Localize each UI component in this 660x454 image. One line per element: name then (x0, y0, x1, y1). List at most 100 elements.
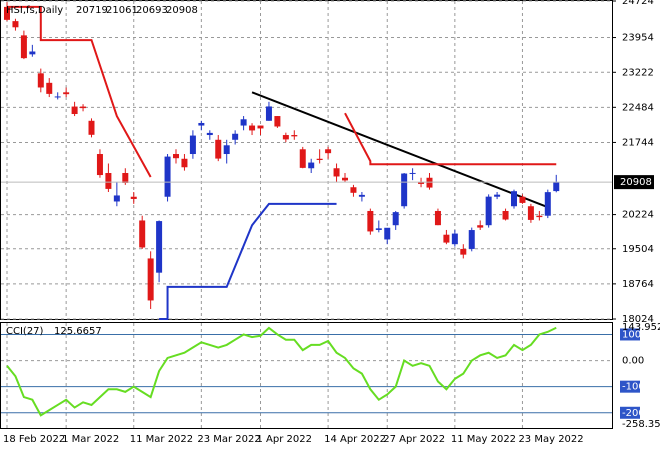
candle-body (181, 158, 188, 168)
x-tick-label: 11 Mar 2022 (130, 434, 193, 445)
x-tick-label: 11 May 2022 (451, 434, 516, 445)
candle-body (257, 125, 264, 129)
candle-body (409, 172, 416, 174)
candle-body (325, 149, 332, 154)
candle-body (198, 122, 205, 126)
y-tick-label: 23954 (622, 33, 654, 44)
price-label: 20908 (620, 177, 652, 188)
candle-body (333, 168, 340, 177)
candle-body (350, 187, 357, 193)
candle-body (265, 106, 272, 121)
x-tick-label: 18 Feb 2022 (3, 434, 65, 445)
candle-body (342, 177, 348, 181)
candle-body (130, 196, 137, 199)
candle-body (502, 210, 509, 220)
candle-body (282, 135, 289, 140)
candle-body (468, 230, 475, 249)
y-tick-label: 22484 (622, 102, 654, 113)
y-tick-label: 21744 (622, 137, 654, 148)
header: HSI,fs,Daily 20719 21061 20693 20908 CCI… (6, 5, 198, 337)
candle-body (392, 212, 399, 226)
candle-body (249, 125, 256, 131)
candle-body (384, 227, 391, 240)
candle-body (147, 258, 154, 301)
candle-body (527, 206, 534, 220)
overlay-line (251, 91, 549, 209)
level-box (620, 328, 640, 341)
candle-body (299, 149, 306, 168)
y-tick-label: 100 (622, 329, 641, 340)
y-tick-label: 18764 (622, 279, 654, 290)
candle-body (485, 196, 492, 226)
x-tick-label: 1 Apr 2022 (257, 434, 312, 445)
candle-body (122, 173, 129, 183)
price-box (614, 175, 654, 190)
candle-body (37, 73, 44, 88)
level-box (620, 406, 640, 419)
candle-body (240, 119, 247, 126)
candle-body (426, 177, 433, 188)
x-tick-label: 14 Apr 2022 (324, 434, 386, 445)
candle-body (367, 210, 374, 232)
candle-body (443, 234, 450, 243)
candle-body (291, 135, 298, 137)
candle-body (113, 195, 120, 202)
close: 20908 (166, 5, 198, 16)
candle-body (215, 139, 222, 159)
candle-body (29, 51, 36, 55)
candle-body (12, 21, 19, 28)
cci-line (6, 326, 557, 417)
candle-body (156, 221, 163, 273)
y-tick-label: 19504 (622, 244, 654, 255)
candle-body (477, 225, 484, 228)
candle-body (80, 106, 87, 109)
candle-body (232, 133, 239, 140)
candle-body (20, 35, 27, 59)
candle-body (54, 96, 61, 98)
candle-body (544, 192, 551, 216)
price-panel (0, 0, 613, 320)
candle-body (173, 154, 179, 159)
y-tick-label: 0.00 (622, 356, 644, 367)
y-tick-label: 24724 (622, 0, 654, 7)
x-tick-label: 1 Mar 2022 (62, 434, 119, 445)
x-tick-label: 23 May 2022 (518, 434, 583, 445)
y-limit-label: -258.357 (622, 419, 660, 430)
candle-body (206, 132, 213, 136)
candle-body (519, 196, 526, 203)
cci-title: CCI(27) (6, 326, 44, 337)
candle-body (553, 182, 560, 192)
candle-body (189, 135, 196, 155)
candle-body (308, 162, 315, 169)
overlay-line (159, 202, 337, 320)
y-tick-label: -100 (622, 382, 645, 393)
candle-body (71, 106, 78, 115)
candle-body (358, 194, 365, 197)
candle-body (494, 194, 501, 197)
y-tick-label: 20224 (622, 210, 654, 221)
candle-body (96, 154, 103, 176)
y-tick-label: 18024 (622, 314, 654, 325)
candle-body (316, 158, 323, 160)
open: 20719 (76, 5, 108, 16)
candle-body (223, 145, 230, 155)
cci-value: 125.6657 (54, 326, 102, 337)
cci-panel (0, 322, 613, 429)
candle-body (460, 248, 467, 255)
candle-body (105, 173, 112, 189)
candle-body (164, 156, 171, 197)
overlay-line (7, 5, 152, 178)
candle-body (63, 92, 70, 95)
y-limit-label: 143.9526 (622, 322, 660, 333)
symbol: HSI,fs,Daily (6, 5, 63, 16)
candle-body (401, 173, 408, 207)
candle-body (88, 120, 95, 135)
low: 20693 (136, 5, 168, 16)
candle-body (46, 82, 53, 94)
high: 21061 (106, 5, 138, 16)
x-tick-label: 27 Apr 2022 (383, 434, 445, 445)
candle-body (434, 210, 441, 226)
overlay-line (344, 112, 557, 166)
